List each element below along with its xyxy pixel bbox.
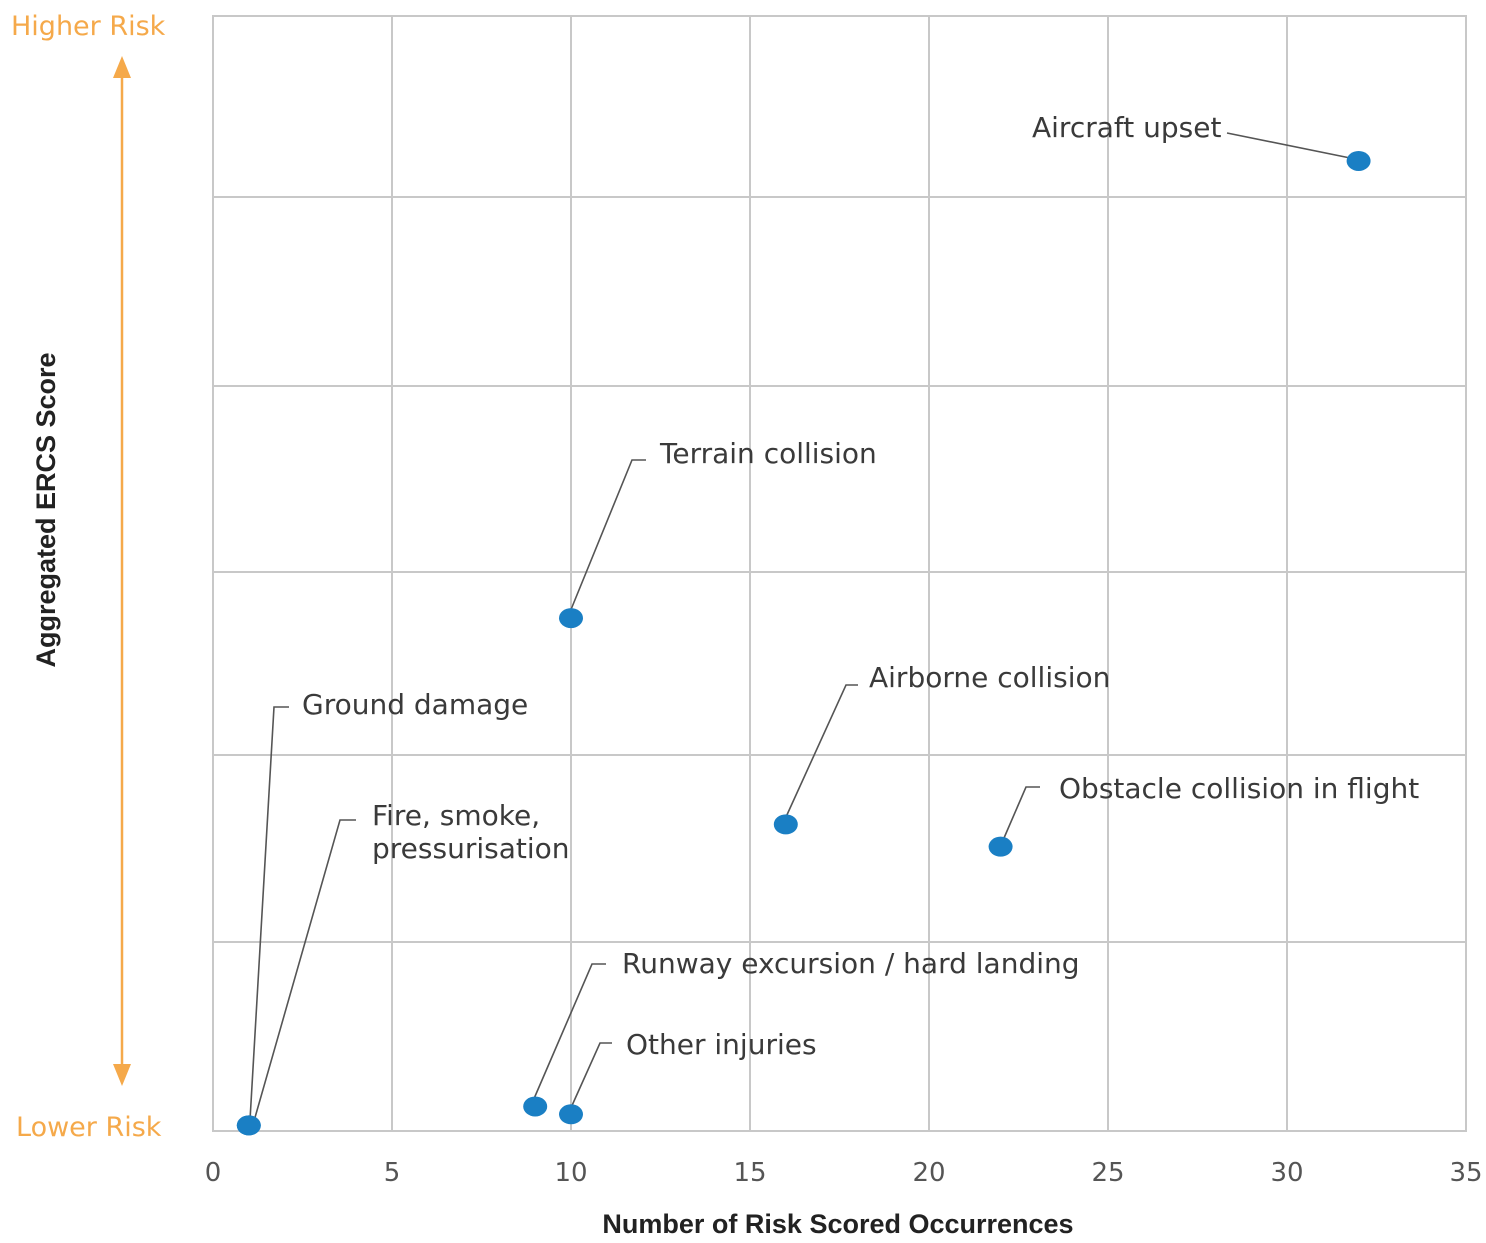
point-label: Terrain collision: [659, 437, 877, 470]
data-point: [559, 608, 583, 629]
point-label: Fire, smoke, pressurisation: [372, 799, 570, 865]
x-tick-label: 5: [384, 1158, 401, 1188]
higher-risk-label: Higher Risk: [11, 11, 166, 42]
x-tick-label: 0: [205, 1158, 222, 1188]
plot-area: [212, 15, 1467, 1132]
point-label: Ground damage: [302, 688, 528, 721]
leader-line: [569, 1042, 612, 1111]
data-point: [559, 1104, 583, 1125]
y-axis-title: Aggregated ERCS Score: [31, 352, 61, 667]
lower-risk-label: Lower Risk: [16, 1112, 162, 1143]
x-tick-label: 15: [733, 1158, 766, 1188]
data-point: [523, 1096, 548, 1117]
point-label: Airborne collision: [869, 661, 1110, 694]
x-axis-title: Number of Risk Scored Occurrences: [602, 1209, 1073, 1239]
leader-line: [1003, 786, 1040, 839]
leader-line: [532, 963, 606, 1102]
grid: [213, 16, 1466, 1131]
data-point: [773, 814, 798, 835]
x-tick-label: 35: [1449, 1158, 1482, 1188]
point-label: Obstacle collision in flight: [1059, 772, 1419, 805]
leader-lines: [249, 132, 1361, 1122]
data-points: [236, 150, 1371, 1136]
x-tick-label: 10: [554, 1158, 587, 1188]
x-tick-labels: 0 5 10 15 20 25 30 35: [205, 1158, 1483, 1188]
leader-line: [569, 459, 646, 613]
leader-line: [785, 684, 858, 818]
point-label: Runway excursion / hard landing: [622, 947, 1080, 980]
leader-line: [253, 819, 356, 1122]
point-labels: Aircraft upset Terrain collision Airborne …: [302, 111, 1419, 1061]
data-point: [1346, 150, 1371, 171]
leader-line: [249, 706, 289, 1121]
risk-arrow: [113, 56, 131, 1086]
point-label: Other injuries: [626, 1028, 817, 1061]
data-point: [988, 836, 1013, 857]
x-tick-label: 25: [1091, 1158, 1124, 1188]
point-label: Aircraft upset: [1032, 111, 1221, 144]
data-point: [236, 1115, 261, 1136]
leader-line: [1226, 132, 1361, 161]
x-tick-label: 30: [1270, 1158, 1303, 1188]
x-tick-label: 20: [912, 1158, 945, 1188]
